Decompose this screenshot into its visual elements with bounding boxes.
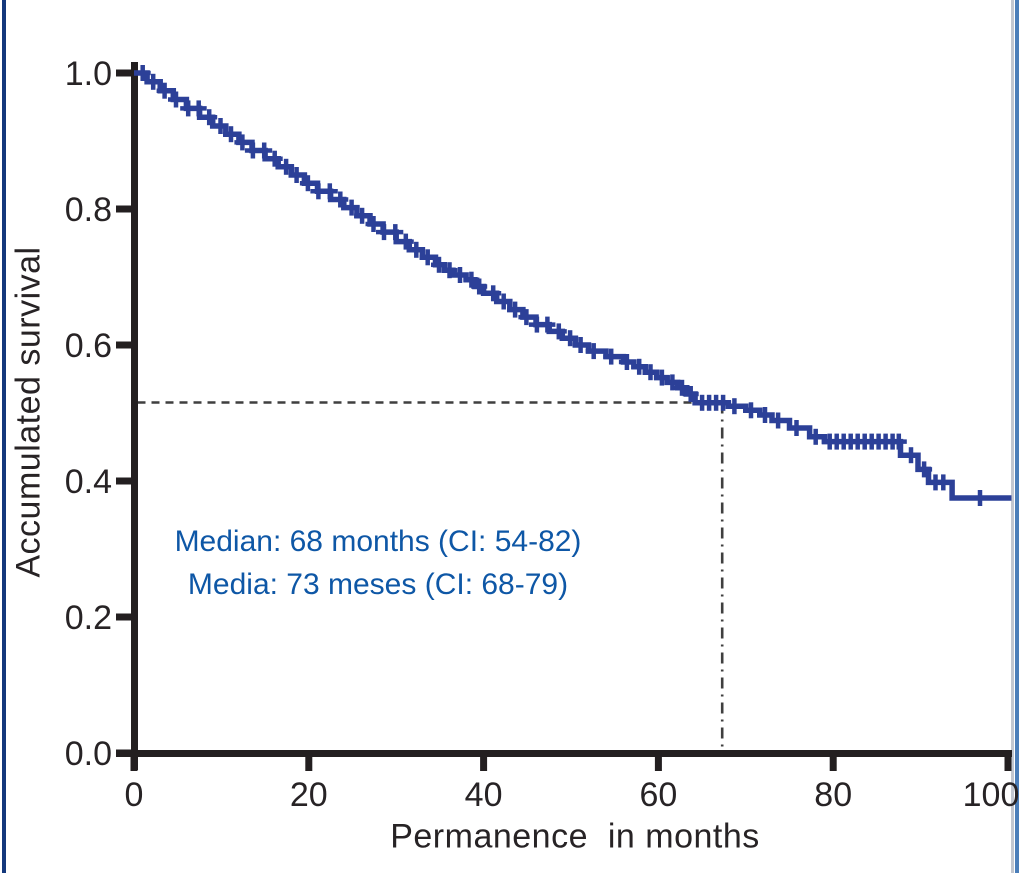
y-tick	[116, 205, 134, 213]
x-tick-label: 60	[639, 776, 677, 814]
y-tick-label: 0.0	[65, 735, 112, 773]
y-axis-line	[131, 62, 138, 770]
x-tick-label: 40	[465, 776, 503, 814]
x-tick	[130, 753, 138, 771]
right-border-blue-line	[1015, 0, 1019, 873]
x-tick	[480, 753, 488, 771]
x-axis-line	[116, 750, 1012, 757]
y-tick-label: 0.6	[65, 327, 112, 365]
x-tick	[1004, 753, 1012, 771]
y-tick-label: 0.4	[65, 463, 112, 501]
y-tick	[116, 477, 134, 485]
median-annotation-line-2: Media: 73 meses (CI: 68-79)	[187, 568, 569, 601]
x-tick-label: 80	[814, 776, 852, 814]
left-border-stripe	[2, 0, 6, 873]
x-tick-label: 0	[125, 776, 144, 814]
x-tick	[305, 753, 313, 771]
y-tick	[116, 69, 134, 77]
y-tick-label: 1.0	[65, 55, 112, 93]
y-tick	[116, 749, 134, 757]
y-tick-label: 0.8	[65, 191, 112, 229]
y-tick-label: 0.2	[65, 599, 112, 637]
x-tick-label: 20	[290, 776, 328, 814]
x-tick-label: 100	[963, 776, 1020, 814]
median-annotation: Median: 68 months (CI: 54-82) Media: 73 …	[175, 520, 582, 606]
y-axis-title: Accumulated survival	[9, 246, 48, 578]
y-tick	[116, 341, 134, 349]
median-annotation-line-1: Median: 68 months (CI: 54-82)	[174, 525, 582, 558]
x-tick	[654, 753, 662, 771]
right-border-gray-line	[1011, 0, 1014, 873]
x-tick	[829, 753, 837, 771]
x-axis-title: Permanence in months	[390, 817, 760, 856]
y-tick	[116, 613, 134, 621]
